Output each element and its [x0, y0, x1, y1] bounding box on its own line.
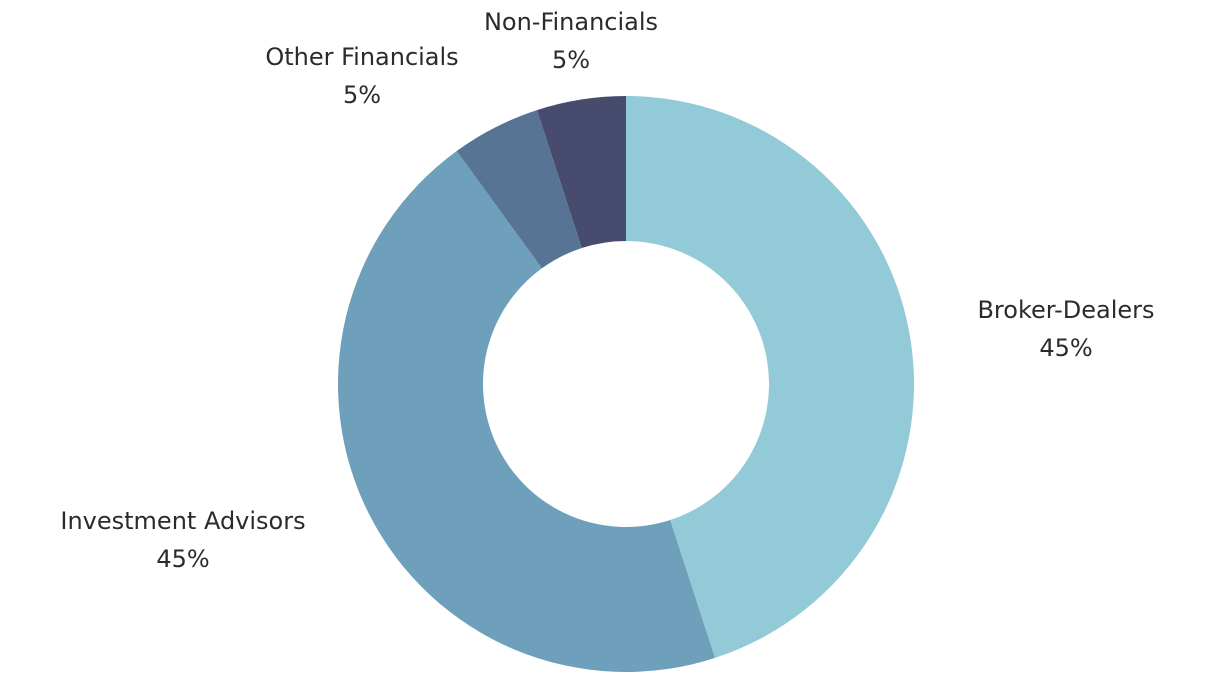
slice-other-financials [456, 110, 582, 269]
slice-non-financials [537, 96, 626, 248]
slice-value-broker-dealers: 45% [1039, 334, 1092, 362]
slice-label-other-financials: Other Financials [265, 43, 458, 71]
slice-value-non-financials: 5% [552, 46, 590, 74]
slice-broker-dealers [626, 96, 915, 658]
slice-label-broker-dealers: Broker-Dealers [977, 296, 1154, 324]
slice-value-other-financials: 5% [343, 81, 381, 109]
slice-value-investment-advisors: 45% [156, 545, 209, 573]
slice-investment-advisors [337, 151, 715, 673]
labels-group: Broker-Dealers 45% Investment Advisors 45% O… [60, 8, 1154, 573]
slice-label-investment-advisors: Investment Advisors [60, 507, 305, 535]
slice-label-non-financials: Non-Financials [484, 8, 658, 36]
slices-group [337, 96, 915, 673]
